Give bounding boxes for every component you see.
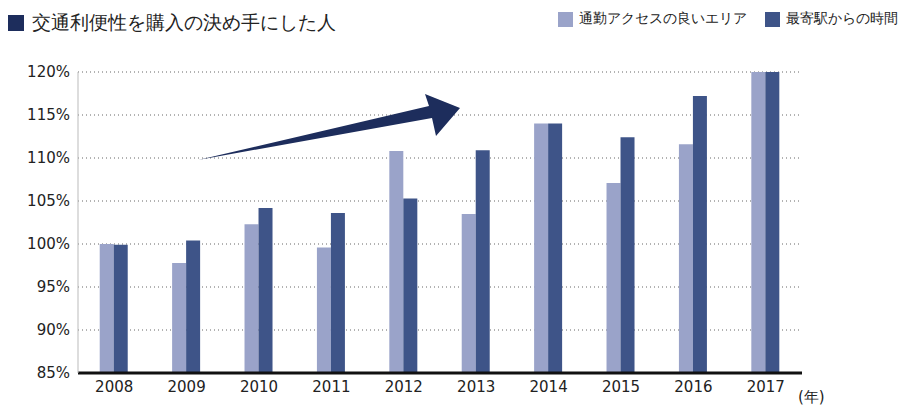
svg-text:2016: 2016 xyxy=(674,378,712,396)
svg-text:85%: 85% xyxy=(37,364,70,382)
svg-text:2012: 2012 xyxy=(385,378,423,396)
svg-text:110%: 110% xyxy=(27,149,70,167)
svg-text:105%: 105% xyxy=(27,192,70,210)
html-text:(年): (年) xyxy=(798,388,825,406)
svg-text:2009: 2009 xyxy=(168,378,206,396)
svg-text:90%: 90% xyxy=(37,321,70,339)
svg-text:2008: 2008 xyxy=(95,378,133,396)
svg-text:115%: 115% xyxy=(27,106,70,124)
html-text:最寄駅からの時間: 最寄駅からの時間 xyxy=(786,10,898,26)
svg-text:95%: 95% xyxy=(37,278,70,296)
svg-text:2017: 2017 xyxy=(747,378,785,396)
html-text:交通利便性を購入の決め手にした人: 交通利便性を購入の決め手にした人 xyxy=(32,11,336,33)
svg-text:2010: 2010 xyxy=(240,378,278,396)
svg-text:2013: 2013 xyxy=(457,378,495,396)
svg-text:2014: 2014 xyxy=(530,378,568,396)
html-text:通勤アクセスの良いエリア: 通勤アクセスの良いエリア xyxy=(579,10,747,26)
svg-text:100%: 100% xyxy=(27,235,70,253)
svg-text:120%: 120% xyxy=(27,63,70,81)
svg-text:2011: 2011 xyxy=(312,378,350,396)
svg-text:2015: 2015 xyxy=(602,378,640,396)
